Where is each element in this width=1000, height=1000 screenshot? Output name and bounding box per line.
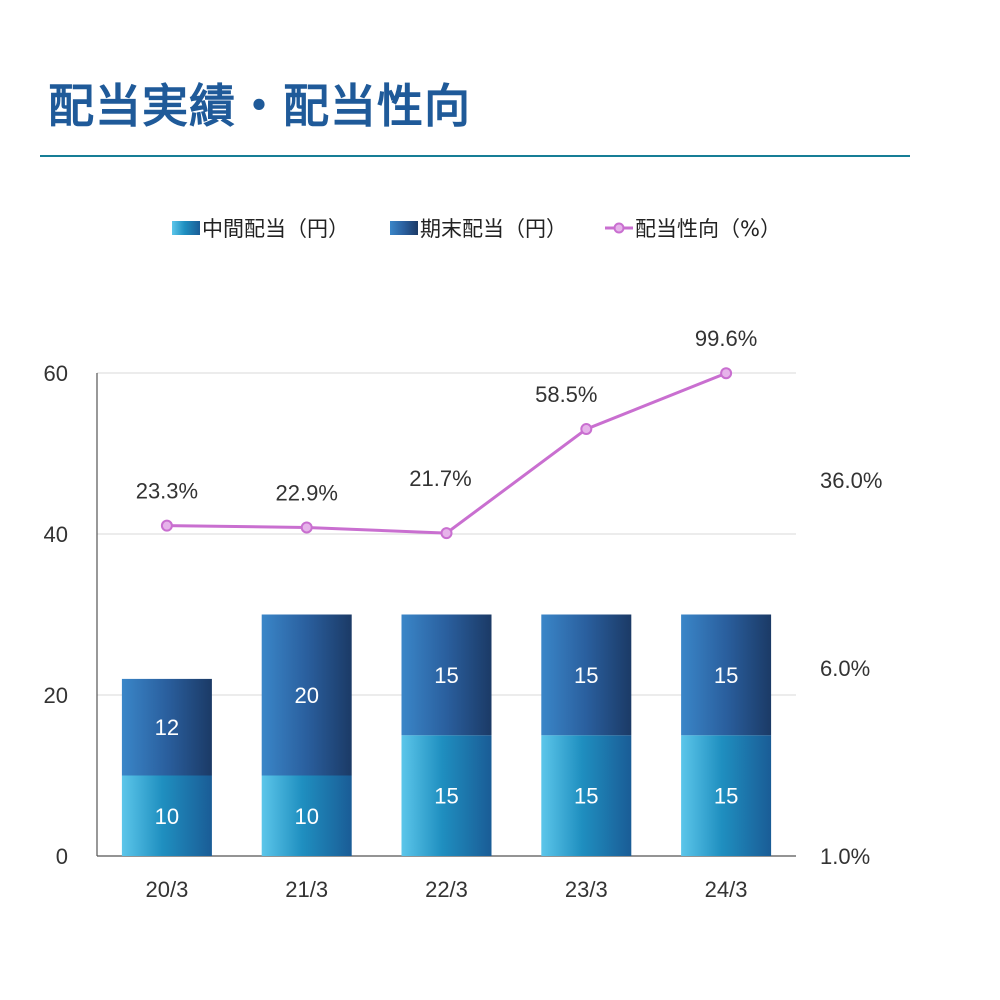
legend-swatch xyxy=(172,221,200,235)
data-labels: 10 12 10 20 15 15 15 15 15 15 23.3% 22.9% 21.7% 58.5%… xyxy=(136,326,758,829)
legend-label: 配当性向（%） xyxy=(635,217,781,241)
payout-ratio-label: 58.5% xyxy=(535,382,597,407)
bar-final-dividend xyxy=(541,614,632,736)
payout-ratio-point xyxy=(580,423,593,436)
right-axis-tick-label: 1.0% xyxy=(820,844,870,869)
left-axis-tick-label: 20 xyxy=(44,683,68,708)
bar-interim-dividend xyxy=(261,775,352,856)
legend-label: 期末配当（円） xyxy=(420,217,567,241)
legend-swatch xyxy=(390,221,418,235)
bar-interim-dividend xyxy=(121,775,212,856)
left-axis-tick-label: 40 xyxy=(44,522,68,547)
axes: 0 20 40 60 1.0% 6.0% 36.0% 20/3 21/3 22/3 23/3 24/3 xyxy=(44,361,883,902)
right-axis-tick-label: 6.0% xyxy=(820,656,870,681)
bar-final-dividend xyxy=(401,614,492,736)
bar-final-dividend xyxy=(121,678,212,776)
legend-marker xyxy=(613,222,625,234)
payout-ratio-label: 23.3% xyxy=(136,479,198,504)
right-axis-tick-label: 36.0% xyxy=(820,468,882,493)
bar-value-label: 15 xyxy=(714,784,738,809)
bar-value-label: 15 xyxy=(574,663,598,688)
bar-final-dividend xyxy=(261,614,352,776)
bars xyxy=(121,614,772,856)
x-axis-tick-label: 23/3 xyxy=(565,877,608,902)
payout-ratio-label: 22.9% xyxy=(276,480,338,505)
payout-ratio-line xyxy=(160,367,733,540)
x-axis-tick-label: 21/3 xyxy=(285,877,328,902)
bar-interim-dividend xyxy=(401,735,492,856)
bar-value-label: 15 xyxy=(434,784,458,809)
payout-ratio-label: 21.7% xyxy=(409,466,471,491)
legend: 中間配当（円） 期末配当（円） 配当性向（%） xyxy=(172,217,781,241)
page-title: 配当実績・配当性向 xyxy=(48,79,471,133)
bar-interim-dividend xyxy=(681,735,772,856)
payout-ratio-point xyxy=(720,367,733,380)
left-axis-tick-label: 60 xyxy=(44,361,68,386)
bar-value-label: 10 xyxy=(155,804,179,829)
payout-ratio-point xyxy=(300,521,313,534)
bar-final-dividend xyxy=(681,614,772,736)
bar-value-label: 12 xyxy=(155,715,179,740)
x-axis-tick-label: 22/3 xyxy=(425,877,468,902)
x-axis-tick-label: 24/3 xyxy=(705,877,748,902)
title-divider xyxy=(40,155,910,157)
x-axis-tick-label: 20/3 xyxy=(145,877,188,902)
bar-value-label: 10 xyxy=(294,804,318,829)
bar-value-label: 15 xyxy=(574,784,598,809)
payout-ratio-point xyxy=(160,519,173,532)
bar-value-label: 15 xyxy=(714,663,738,688)
payout-ratio-label: 99.6% xyxy=(695,326,757,351)
left-axis-tick-label: 0 xyxy=(56,844,68,869)
payout-ratio-point xyxy=(440,527,453,540)
bar-interim-dividend xyxy=(541,735,632,856)
payout-ratio-polyline xyxy=(166,371,727,535)
bar-value-label: 20 xyxy=(294,683,318,708)
legend-label: 中間配当（円） xyxy=(202,217,349,241)
bar-value-label: 15 xyxy=(434,663,458,688)
